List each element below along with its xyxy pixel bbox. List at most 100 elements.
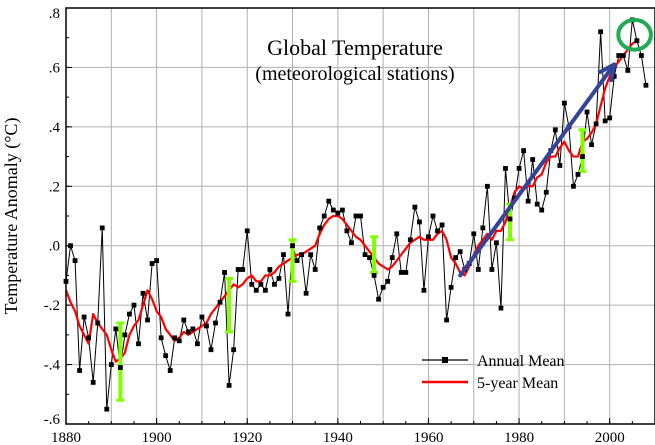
annual-mean-marker (539, 207, 545, 213)
annual-mean-marker (72, 258, 78, 263)
annual-mean-marker (294, 258, 300, 263)
annual-mean-marker (607, 115, 613, 121)
annual-mean-marker (312, 267, 318, 272)
highlight-circle (616, 17, 653, 52)
five-year-mean-line (64, 39, 638, 363)
annual-mean-marker (163, 353, 169, 359)
annual-mean-marker (181, 317, 187, 323)
annual-mean-marker (625, 68, 631, 73)
annual-mean-marker (204, 323, 209, 329)
annual-mean-marker (412, 204, 418, 210)
annual-mean-marker (480, 225, 486, 231)
x-tick-label: 1980 (504, 430, 534, 445)
trend-arrow-shaft (458, 62, 617, 278)
x-tick-label: 1900 (142, 430, 172, 445)
annual-mean-marker (598, 29, 604, 35)
annual-mean-marker (176, 338, 182, 344)
annual-mean-marker (285, 311, 291, 317)
annual-mean-marker (253, 287, 259, 293)
annual-mean-marker (521, 148, 527, 154)
annual-mean-marker (199, 314, 205, 320)
y-tick-label: .4 (49, 120, 61, 136)
error-bar (370, 235, 379, 274)
annual-mean-marker (344, 228, 350, 234)
annual-mean-marker (240, 267, 246, 272)
x-tick-label: 1880 (51, 430, 81, 445)
annual-mean-marker (136, 341, 141, 347)
annual-mean-marker (226, 382, 232, 388)
annual-mean-marker (267, 267, 273, 272)
annual-mean-marker (281, 252, 286, 258)
annual-mean-marker (439, 222, 445, 228)
annual-mean-marker (330, 207, 336, 213)
annual-mean-marker (484, 183, 490, 189)
annual-mean-marker (276, 276, 282, 281)
annual-mean-marker (290, 243, 295, 249)
annual-mean-marker (108, 362, 114, 367)
trend-arrow-head (598, 62, 617, 83)
annual-mean-marker (154, 258, 160, 263)
annual-mean-marker (95, 320, 101, 326)
y-axis-label: Temperature Anomaly (°C) (1, 118, 22, 315)
error-bar (116, 321, 125, 402)
annual-mean-marker (335, 210, 341, 216)
annual-mean-marker (262, 287, 268, 293)
annual-mean-marker (584, 109, 590, 115)
annual-mean-marker (575, 172, 581, 177)
legend-annual-label: Annual Mean (477, 353, 565, 370)
error-bar (578, 128, 587, 173)
plot-frame (65, 7, 655, 425)
y-tick-label: -.6 (44, 412, 61, 428)
annual-mean-marker (353, 213, 359, 219)
annual-mean-marker (394, 231, 400, 237)
annual-mean-marker (222, 270, 227, 275)
annual-mean-marker (371, 273, 377, 278)
annual-mean-marker (321, 213, 327, 219)
annual-mean-marker (81, 314, 87, 320)
annual-mean-marker (104, 406, 110, 412)
y-tick-label: -.4 (44, 358, 61, 374)
annual-mean-marker (426, 234, 431, 240)
annual-mean-marker (494, 240, 499, 246)
annual-mean-marker (435, 228, 440, 234)
annual-mean-marker (86, 335, 92, 341)
annual-mean-marker (403, 270, 409, 275)
annual-mean-marker (145, 317, 150, 323)
annual-mean-marker (213, 320, 218, 326)
annual-mean-marker (113, 326, 119, 332)
x-tick-label: 1920 (232, 430, 262, 445)
annual-mean-marker (643, 82, 649, 88)
annual-mean-marker (611, 73, 617, 79)
error-bar (225, 276, 234, 334)
annual-mean-marker (561, 100, 567, 106)
annual-mean-marker (339, 207, 345, 213)
annual-mean-marker (557, 163, 563, 168)
annual-mean-marker (530, 157, 536, 162)
legend: Annual Mean 5-year Mean (422, 353, 565, 392)
legend-annual-marker (442, 357, 448, 363)
y-tick-label: .8 (49, 6, 60, 22)
annual-mean-marker (99, 225, 105, 231)
chart-title: Global Temperature (267, 35, 443, 60)
annual-mean-marker (149, 261, 155, 266)
annual-mean-marker (194, 341, 200, 347)
annual-mean-marker (421, 287, 427, 293)
annual-mean-marker (407, 237, 413, 243)
annual-mean-marker (77, 368, 82, 373)
annual-mean-marker (385, 278, 391, 284)
annual-mean-marker (249, 281, 255, 287)
chart-subtitle: (meteorological stations) (255, 63, 454, 85)
x-tick-label: 1960 (413, 430, 443, 445)
annual-mean-marker (634, 38, 640, 44)
annual-mean-marker (457, 249, 463, 255)
y-tick-label: -.2 (44, 298, 60, 314)
annual-mean-marker (507, 216, 513, 222)
annual-mean-marker (525, 198, 531, 204)
annual-mean-marker (552, 127, 558, 133)
annual-mean-marker (299, 252, 304, 258)
annual-mean-marker (503, 166, 508, 171)
annual-mean-marker (571, 183, 576, 189)
annual-mean-marker (639, 53, 644, 58)
annual-mean-marker (167, 368, 173, 373)
